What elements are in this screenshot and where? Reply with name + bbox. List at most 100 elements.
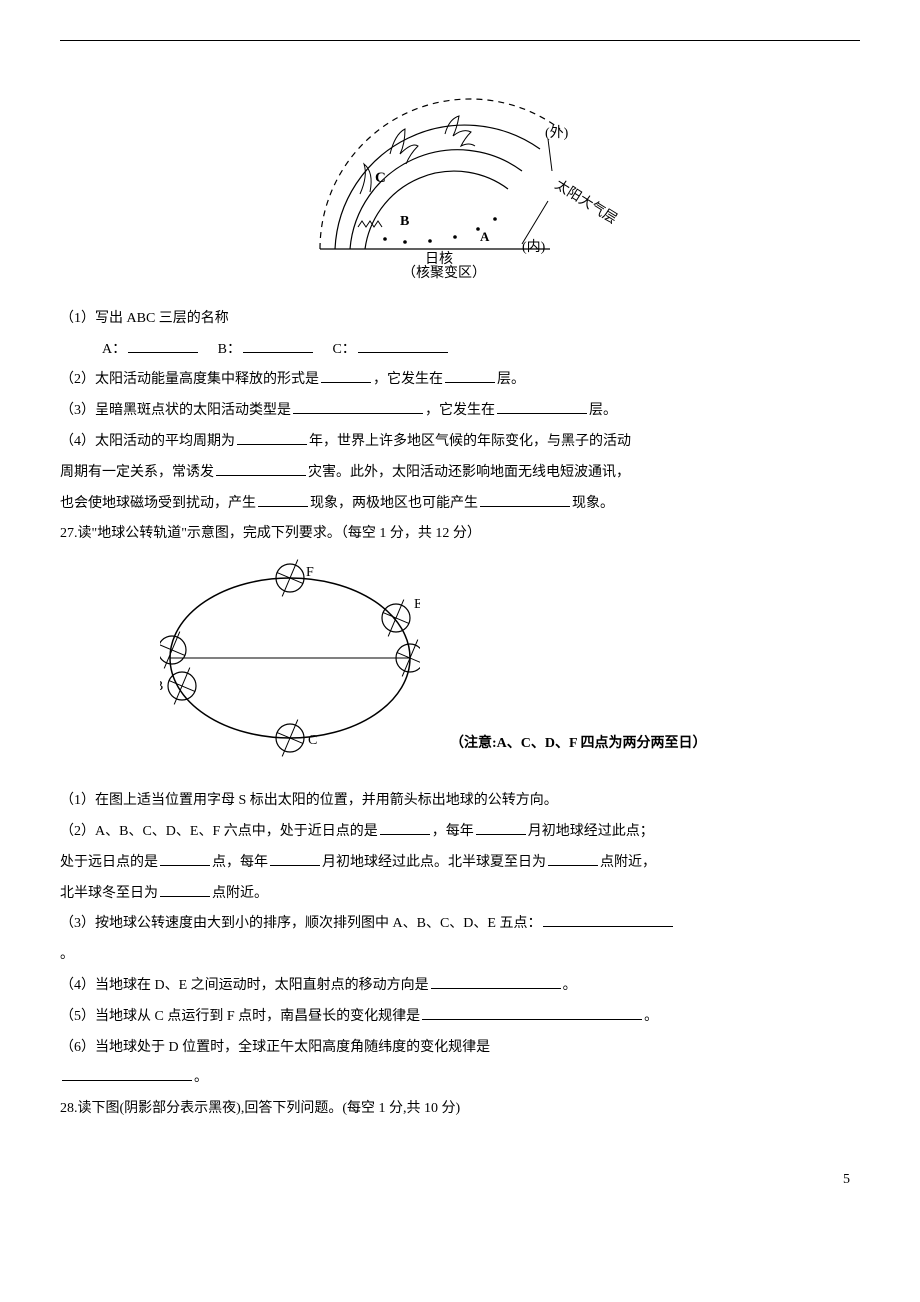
- q4e: 也会使地球磁场受到扰动，产生: [60, 496, 256, 511]
- blank-B[interactable]: [243, 337, 313, 352]
- label-outer: (外): [545, 125, 569, 141]
- q1-blanks: A： B： C：: [60, 335, 860, 366]
- q4b: 年，世界上许多地区气候的年际变化，与黑子的活动: [309, 434, 631, 449]
- svg-text:B: B: [160, 679, 163, 694]
- orbit-note: （注意:A、C、D、F 四点为两分两至日）: [450, 729, 707, 778]
- orbit-diagram-svg: FEDABC: [160, 558, 420, 778]
- q4-line3: 也会使地球磁场受到扰动，产生 现象，两极地区也可能产生 现象。: [60, 489, 860, 520]
- q27-2e: 点，每年: [212, 855, 268, 870]
- q27-6-line2: 。: [60, 1063, 860, 1094]
- q27-2-line2: 处于远日点的是 点，每年 月初地球经过此点。北半球夏至日为 点附近，: [60, 848, 860, 879]
- q27-3-end: 。: [60, 940, 860, 971]
- blank-q3-2[interactable]: [497, 399, 587, 414]
- sunspot: [493, 217, 497, 221]
- label-core2: （核聚变区）: [402, 265, 486, 279]
- q4c: 周期有一定关系，常诱发: [60, 465, 214, 480]
- q27-2d: 处于远日点的是: [60, 855, 158, 870]
- q27-2c: 月初地球经过此点；: [528, 824, 654, 839]
- sunspot: [383, 237, 387, 241]
- label-inner: (内): [522, 239, 546, 255]
- blank-q27-5[interactable]: [422, 1004, 642, 1019]
- q27-1: （1）在图上适当位置用字母 S 标出太阳的位置，并用箭头标出地球的公转方向。: [60, 786, 860, 817]
- q4g: 现象。: [572, 496, 614, 511]
- q2c: 层。: [497, 372, 525, 387]
- blank-q27-2-4[interactable]: [270, 850, 320, 865]
- prominence-1: [360, 164, 371, 194]
- sunspot: [403, 240, 407, 244]
- q27-2g: 点附近，: [600, 855, 656, 870]
- sunspot: [453, 235, 457, 239]
- blank-q27-6[interactable]: [62, 1066, 192, 1081]
- q27-2i: 点附近。: [212, 886, 268, 901]
- svg-text:F: F: [306, 565, 314, 580]
- corona-arc: [320, 99, 560, 249]
- q27-2-line3: 北半球冬至日为 点附近。: [60, 879, 860, 910]
- q27-4a: （4）当地球在 D、E 之间运动时，太阳直射点的移动方向是: [60, 978, 429, 993]
- blank-q3-1[interactable]: [293, 399, 423, 414]
- photosphere-arc: [350, 150, 522, 249]
- q4-line2: 周期有一定关系，常诱发 灾害。此外，太阳活动还影响地面无线电短波通讯，: [60, 458, 860, 489]
- q27-2a: （2）A、B、C、D、E、F 六点中，处于近日点的是: [60, 824, 378, 839]
- label-A: A: [480, 229, 490, 244]
- q2b: ，它发生在: [373, 372, 443, 387]
- q4f: 现象，两极地区也可能产生: [310, 496, 478, 511]
- label-core1: 日核: [425, 251, 453, 267]
- q3a: （3）呈暗黑斑点状的太阳活动类型是: [60, 403, 291, 418]
- q27-6-line1: （6）当地球处于 D 位置时，全球正午太阳高度角随纬度的变化规律是: [60, 1033, 860, 1064]
- q3-line: （3）呈暗黑斑点状的太阳活动类型是 ，它发生在 层。: [60, 396, 860, 427]
- q3c: 层。: [589, 403, 617, 418]
- page-number: 5: [60, 1165, 860, 1196]
- label-C: C: [375, 170, 386, 186]
- blank-q2-2[interactable]: [445, 368, 495, 383]
- q27-3-line: （3）按地球公转速度由大到小的排序，顺次排列图中 A、B、C、D、E 五点：: [60, 909, 860, 940]
- svg-text:C: C: [308, 733, 317, 748]
- sun-diagram-svg: C B A (外) (内) 太阳大气层 日核 （核聚变区）: [290, 79, 630, 279]
- label-atmosphere: 太阳大气层: [552, 177, 620, 228]
- blank-q2-1[interactable]: [321, 368, 371, 383]
- q27-2-line1: （2）A、B、C、D、E、F 六点中，处于近日点的是 ，每年 月初地球经过此点；: [60, 817, 860, 848]
- zigzag: [358, 221, 382, 227]
- q27-4-line: （4）当地球在 D、E 之间运动时，太阳直射点的移动方向是 。: [60, 971, 860, 1002]
- blank-q27-2-6[interactable]: [160, 881, 210, 896]
- sun-structure-figure: C B A (外) (内) 太阳大气层 日核 （核聚变区）: [60, 79, 860, 292]
- q27-2h: 北半球冬至日为: [60, 886, 158, 901]
- q4a: （4）太阳活动的平均周期为: [60, 434, 235, 449]
- q4-line1: （4）太阳活动的平均周期为 年，世界上许多地区气候的年际变化，与黑子的活动: [60, 427, 860, 458]
- blank-q27-2-2[interactable]: [476, 820, 526, 835]
- q27-4b: 。: [563, 978, 577, 993]
- q27-2b: ，每年: [432, 824, 474, 839]
- q27-intro: 27.读"地球公转轨道"示意图，完成下列要求。（每空 1 分，共 12 分）: [60, 519, 860, 550]
- q27-5a: （5）当地球从 C 点运行到 F 点时，南昌昼长的变化规律是: [60, 1009, 420, 1024]
- brace-top: [548, 139, 552, 171]
- blank-A[interactable]: [128, 337, 198, 352]
- blank-q27-4[interactable]: [431, 974, 561, 989]
- label-B: B: [400, 214, 409, 229]
- chromosphere-arc: [335, 125, 540, 249]
- blank-q4-2[interactable]: [216, 460, 306, 475]
- blank-C[interactable]: [358, 337, 448, 352]
- q27-5b: 。: [644, 1009, 658, 1024]
- q1-prompt: （1）写出 ABC 三层的名称: [60, 304, 860, 335]
- blank-q4-1[interactable]: [237, 430, 307, 445]
- svg-text:E: E: [414, 597, 420, 612]
- prominence-3: [445, 116, 475, 146]
- blank-q27-2-3[interactable]: [160, 850, 210, 865]
- blank-q27-2-1[interactable]: [380, 820, 430, 835]
- q2a: （2）太阳活动能量高度集中释放的形式是: [60, 372, 319, 387]
- brace-bottom: [522, 201, 548, 244]
- q27-6b: 。: [194, 1070, 208, 1085]
- q2-line: （2）太阳活动能量高度集中释放的形式是 ，它发生在 层。: [60, 365, 860, 396]
- q27-2f: 月初地球经过此点。北半球夏至日为: [322, 855, 546, 870]
- exam-page: C B A (外) (内) 太阳大气层 日核 （核聚变区） （1）写出 ABC …: [60, 40, 860, 1196]
- blank-q4-3[interactable]: [258, 491, 308, 506]
- blank-q4-4[interactable]: [480, 491, 570, 506]
- blank-q27-2-5[interactable]: [548, 850, 598, 865]
- q4d: 灾害。此外，太阳活动还影响地面无线电短波通讯，: [308, 465, 630, 480]
- q27-3a: （3）按地球公转速度由大到小的排序，顺次排列图中 A、B、C、D、E 五点：: [60, 916, 541, 931]
- sunspot: [428, 239, 432, 243]
- q28: 28.读下图(阴影部分表示黑夜),回答下列问题。(每空 1 分,共 10 分): [60, 1094, 860, 1125]
- q3b: ，它发生在: [425, 403, 495, 418]
- blank-q27-3[interactable]: [543, 912, 673, 927]
- q27-5-line: （5）当地球从 C 点运行到 F 点时，南昌昼长的变化规律是 。: [60, 1002, 860, 1033]
- orbit-figure-row: FEDABC （注意:A、C、D、F 四点为两分两至日）: [160, 558, 860, 778]
